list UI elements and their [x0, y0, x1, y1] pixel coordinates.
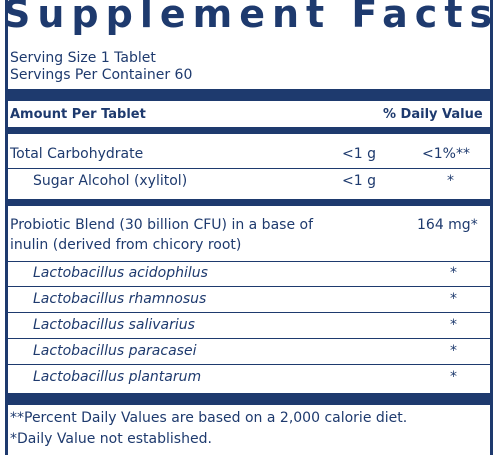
strain-dv: *	[450, 343, 457, 359]
nutrient-name: Sugar Alcohol (xylitol)	[33, 173, 188, 189]
strain-dv: *	[450, 291, 457, 307]
strain-name: Lactobacillus plantarum	[33, 369, 202, 385]
row-divider	[8, 286, 490, 287]
servings-per-container: Servings Per Container 60	[10, 67, 193, 83]
strain-dv: *	[450, 265, 457, 281]
row-divider	[8, 168, 490, 169]
blend-description-line1: Probiotic Blend (30 billion CFU) in a ba…	[10, 217, 314, 233]
panel-border-right	[490, 0, 493, 455]
strain-dv: *	[450, 317, 457, 333]
row-divider	[8, 261, 490, 262]
strain-name: Lactobacillus paracasei	[33, 343, 197, 359]
nutrient-amount: <1 g	[342, 173, 376, 189]
thick-divider-top	[8, 89, 490, 101]
amount-per-tablet-label: Amount Per Tablet	[10, 107, 146, 122]
medium-divider	[8, 199, 490, 206]
nutrient-dv: *	[447, 173, 454, 189]
daily-value-label: % Daily Value	[383, 107, 483, 122]
panel-border-left	[5, 0, 8, 455]
footnote-dv-not-established: *Daily Value not established.	[10, 431, 212, 447]
nutrient-dv: <1%**	[422, 146, 470, 162]
panel-title: Supplement Facts	[3, 0, 500, 36]
thick-divider-bottom	[8, 393, 490, 405]
row-divider	[8, 312, 490, 313]
nutrient-name: Total Carbohydrate	[10, 146, 144, 162]
strain-name: Lactobacillus salivarius	[33, 317, 195, 333]
strain-name: Lactobacillus rhamnosus	[33, 291, 207, 307]
nutrient-amount: <1 g	[342, 146, 376, 162]
footnote-percent-dv: **Percent Daily Values are based on a 2,…	[10, 410, 408, 426]
strain-dv: *	[450, 369, 457, 385]
strain-name: Lactobacillus acidophilus	[33, 265, 208, 281]
serving-size: Serving Size 1 Tablet	[10, 50, 156, 66]
medium-divider	[8, 127, 490, 134]
row-divider	[8, 364, 490, 365]
blend-description-line2: inulin (derived from chicory root)	[10, 237, 242, 253]
row-divider	[8, 338, 490, 339]
blend-amount: 164 mg*	[417, 217, 478, 233]
